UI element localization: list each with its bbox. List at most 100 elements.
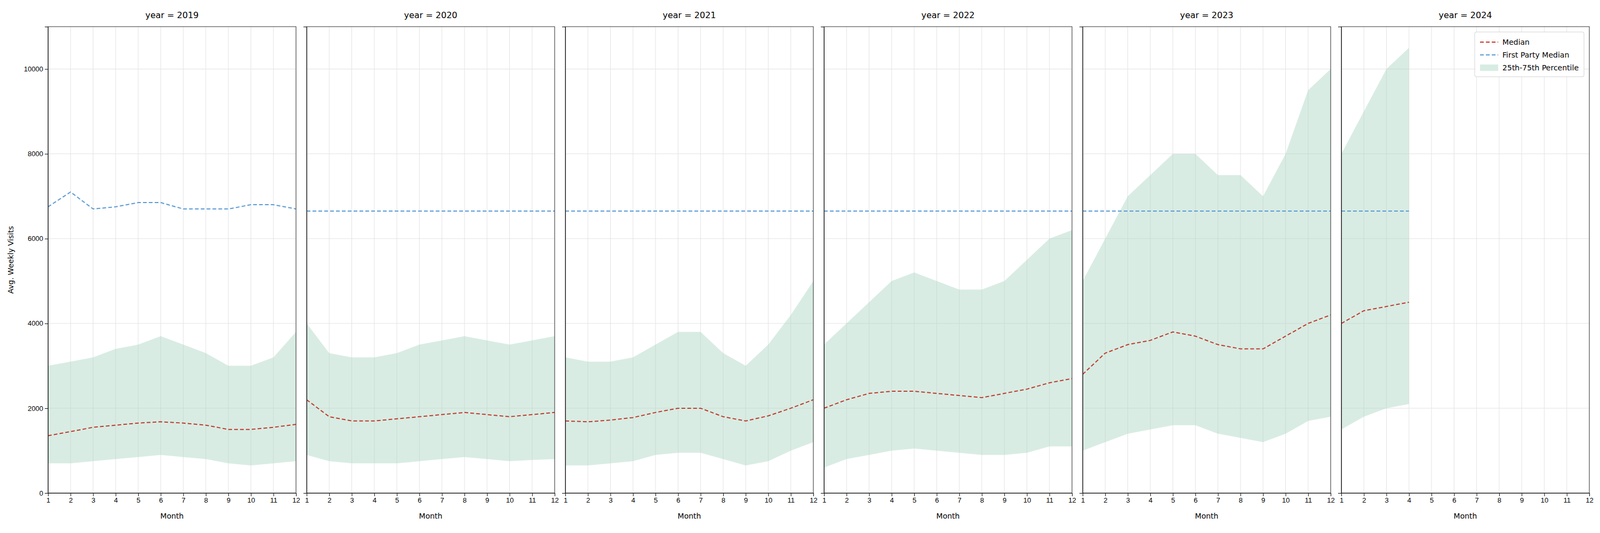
tick: 2000 (27, 404, 48, 413)
grid-line (1431, 26, 1432, 494)
tick-label: 6 (1452, 496, 1456, 505)
tick: 9 (744, 493, 748, 505)
tick: 10 (764, 493, 773, 505)
tick: 6 (1193, 493, 1198, 505)
x-axis-label: Month (160, 512, 184, 521)
y-axis-label: Avg. Weekly Visits (6, 226, 15, 294)
legend-box (1474, 32, 1584, 77)
tick: 10 (1540, 493, 1549, 505)
tick: 3 (1384, 493, 1389, 505)
tick: 11 (787, 493, 795, 505)
tick-label: 12 (1585, 496, 1594, 505)
grid-line (48, 153, 296, 155)
tick-mark (587, 493, 589, 497)
tick-label: 10 (1540, 496, 1549, 505)
tick: 8 (1497, 493, 1502, 505)
x-axis: 123456789101112 (305, 493, 559, 505)
tick-label: 9 (1520, 496, 1524, 505)
plot-frame (824, 26, 1072, 494)
plot-frame (306, 26, 555, 494)
tick-mark (250, 493, 252, 497)
grid-line (565, 68, 814, 70)
legend-item: 25th-75th Percentile (1480, 63, 1579, 72)
legend-swatch (1480, 54, 1499, 56)
tick-label: 2 (1103, 496, 1108, 505)
tick: 5 (912, 493, 917, 505)
tick: 12 (1326, 493, 1335, 505)
panel: 123456789101112year = 2023Month (1079, 10, 1335, 521)
tick-mark (374, 493, 375, 497)
x-axis: 123456789101112 (563, 493, 818, 505)
tick-mark (1195, 493, 1196, 497)
series-line (48, 421, 296, 436)
axis-line (307, 493, 556, 498)
tick: 12 (1585, 493, 1594, 505)
tick-label: 3 (867, 496, 871, 505)
tick-mark (1544, 493, 1545, 497)
tick-label: 10 (247, 496, 255, 505)
tick-mark (352, 493, 353, 497)
panel: 123456789101112year = 2020Month (303, 10, 559, 521)
grid-line (565, 153, 814, 155)
plot-frame (1341, 26, 1590, 494)
tick: 7 (1475, 493, 1479, 505)
tick: 12 (292, 493, 300, 505)
grid-line (1544, 26, 1545, 494)
panel: 123456789101112year = 2024MonthMedianFir… (1338, 10, 1594, 521)
tick-mark (1409, 493, 1410, 497)
tick-mark (464, 493, 466, 497)
tick: 7 (957, 493, 962, 505)
plot-area (1341, 48, 1410, 430)
tick-label: 9 (1261, 496, 1266, 505)
tick: 7 (699, 493, 703, 505)
tick-label: 11 (1563, 496, 1571, 505)
tick: 3 (349, 493, 354, 505)
axis-line (824, 493, 1073, 498)
tick-label: 5 (1429, 496, 1434, 505)
tick: 8 (980, 493, 984, 505)
series-line (824, 378, 1072, 409)
x-axis: 123456789101112 (46, 493, 301, 505)
tick-mark (846, 493, 847, 497)
tick: 4 (372, 493, 377, 505)
tick-label: 2 (68, 496, 73, 505)
tick-mark (70, 493, 71, 497)
tick-mark (1172, 493, 1174, 497)
tick-mark (633, 493, 634, 497)
plot-frame (1082, 26, 1331, 494)
tick-label: 7 (699, 496, 703, 505)
panel: 123456789101112year = 2022Month (820, 10, 1077, 521)
tick-label: 2 (586, 496, 590, 505)
grid-line (1498, 26, 1500, 494)
tick-mark (44, 323, 48, 325)
tick: 3 (91, 493, 95, 505)
tick: 1 (1081, 493, 1085, 505)
tick: 10 (1023, 493, 1031, 505)
legend-label: First Party Median (1502, 50, 1570, 60)
tick-label: 10 (1023, 496, 1031, 505)
tick-label: 8 (1497, 496, 1502, 505)
plot-area (824, 211, 1072, 468)
tick: 6 (676, 493, 680, 505)
series-line (48, 192, 296, 210)
legend-label: Median (1502, 37, 1530, 47)
tick-label: 2 (327, 496, 332, 505)
tick: 9 (1520, 493, 1524, 505)
tick-label: 7 (440, 496, 445, 505)
tick-mark (44, 238, 48, 240)
tick-label: 8 (1238, 496, 1243, 505)
tick-mark (396, 493, 398, 497)
tick-label: 11 (787, 496, 795, 505)
tick: 1 (563, 493, 568, 505)
tick-label: 5 (912, 496, 917, 505)
tick-mark (1049, 493, 1051, 497)
tick: 4 (890, 493, 894, 505)
tick-mark (138, 493, 139, 497)
tick-mark (936, 493, 938, 497)
tick-mark (1566, 493, 1568, 497)
tick: 4000 (27, 319, 48, 328)
axis-line (1083, 493, 1332, 498)
tick-mark (1004, 493, 1005, 497)
tick-label: 1 (46, 496, 51, 505)
series-line (306, 210, 555, 212)
